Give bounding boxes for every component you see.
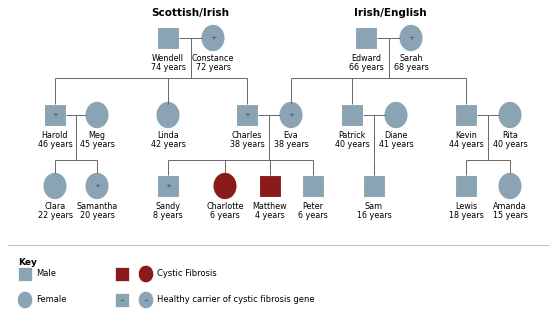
FancyBboxPatch shape [18, 267, 32, 281]
Text: Male: Male [36, 270, 56, 278]
Text: +: + [143, 297, 148, 302]
FancyBboxPatch shape [341, 104, 363, 126]
Text: 6 years: 6 years [298, 211, 328, 220]
Text: +: + [94, 183, 100, 189]
Text: 46 years: 46 years [38, 140, 72, 149]
Text: Charles: Charles [232, 131, 262, 140]
Text: 20 years: 20 years [80, 211, 115, 220]
Text: Linda: Linda [157, 131, 179, 140]
Text: Key: Key [18, 258, 37, 267]
Text: 42 years: 42 years [151, 140, 186, 149]
Text: Harold: Harold [42, 131, 68, 140]
FancyBboxPatch shape [236, 104, 258, 126]
Text: 38 years: 38 years [230, 140, 264, 149]
Text: +: + [120, 297, 125, 302]
Text: Constance: Constance [192, 54, 234, 63]
Text: 22 years: 22 years [37, 211, 72, 220]
Text: Scottish/Irish: Scottish/Irish [151, 8, 229, 18]
Text: +: + [52, 112, 58, 118]
Text: 45 years: 45 years [80, 140, 115, 149]
Text: 18 years: 18 years [449, 211, 483, 220]
FancyBboxPatch shape [355, 27, 377, 49]
Text: Patrick: Patrick [338, 131, 366, 140]
Text: 16 years: 16 years [356, 211, 391, 220]
FancyBboxPatch shape [455, 104, 477, 126]
Text: Lewis: Lewis [455, 202, 477, 211]
Text: 41 years: 41 years [379, 140, 413, 149]
Text: Irish/English: Irish/English [354, 8, 426, 18]
Text: +: + [244, 112, 250, 118]
Text: Rita: Rita [502, 131, 518, 140]
Ellipse shape [17, 291, 33, 309]
Text: 68 years: 68 years [394, 63, 428, 72]
FancyBboxPatch shape [302, 175, 324, 197]
Ellipse shape [201, 24, 225, 52]
Text: 15 years: 15 years [493, 211, 528, 220]
Text: +: + [408, 35, 414, 41]
Text: 72 years: 72 years [196, 63, 231, 72]
Text: Eva: Eva [284, 131, 299, 140]
Text: Healthy carrier of cystic fibrosis gene: Healthy carrier of cystic fibrosis gene [157, 296, 315, 304]
FancyBboxPatch shape [259, 175, 281, 197]
FancyBboxPatch shape [157, 175, 179, 197]
Text: +: + [288, 112, 294, 118]
Ellipse shape [85, 101, 109, 129]
FancyBboxPatch shape [115, 267, 129, 281]
Ellipse shape [156, 101, 180, 129]
FancyBboxPatch shape [363, 175, 385, 197]
Ellipse shape [498, 101, 522, 129]
Ellipse shape [279, 101, 303, 129]
Text: Sarah: Sarah [399, 54, 423, 63]
Text: Peter: Peter [302, 202, 324, 211]
Text: 74 years: 74 years [151, 63, 186, 72]
Text: Edward: Edward [351, 54, 381, 63]
Text: Kevin: Kevin [455, 131, 477, 140]
Text: Female: Female [36, 296, 67, 304]
Ellipse shape [399, 24, 423, 52]
Text: Meg: Meg [88, 131, 106, 140]
FancyBboxPatch shape [157, 27, 179, 49]
Text: Cystic Fibrosis: Cystic Fibrosis [157, 270, 217, 278]
Text: +: + [210, 35, 216, 41]
Ellipse shape [213, 172, 237, 200]
Ellipse shape [384, 101, 408, 129]
Text: Samantha: Samantha [76, 202, 118, 211]
Text: +: + [165, 183, 171, 189]
FancyBboxPatch shape [455, 175, 477, 197]
Ellipse shape [138, 291, 153, 309]
Text: 8 years: 8 years [153, 211, 183, 220]
Text: Matthew: Matthew [252, 202, 287, 211]
Text: 6 years: 6 years [210, 211, 240, 220]
Ellipse shape [43, 172, 67, 200]
Text: Sandy: Sandy [156, 202, 181, 211]
Text: 38 years: 38 years [274, 140, 309, 149]
Text: Diane: Diane [384, 131, 408, 140]
Text: Sam: Sam [365, 202, 383, 211]
Ellipse shape [498, 172, 522, 200]
Text: 66 years: 66 years [349, 63, 384, 72]
Ellipse shape [138, 265, 153, 283]
Text: Clara: Clara [44, 202, 66, 211]
Text: 40 years: 40 years [335, 140, 369, 149]
Text: 4 years: 4 years [255, 211, 285, 220]
Text: Charlotte: Charlotte [206, 202, 244, 211]
Text: Amanda: Amanda [493, 202, 527, 211]
Text: Wendell: Wendell [152, 54, 184, 63]
FancyBboxPatch shape [115, 293, 129, 307]
FancyBboxPatch shape [44, 104, 66, 126]
Text: 44 years: 44 years [449, 140, 483, 149]
Ellipse shape [85, 172, 109, 200]
Text: 40 years: 40 years [493, 140, 528, 149]
